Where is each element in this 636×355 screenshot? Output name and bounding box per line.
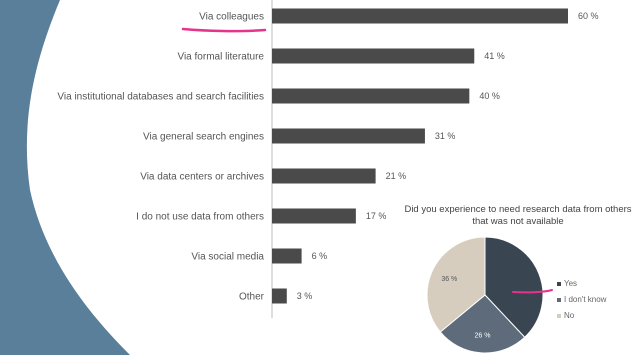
- bar-other: [272, 288, 287, 304]
- bar-value-other: 3 %: [297, 291, 313, 301]
- bar-value-via-social-media: 6 %: [312, 251, 328, 261]
- legend-label-i-don-t-know: I don't know: [564, 295, 607, 304]
- pie-chart: Did you experience to need research data…: [404, 204, 632, 354]
- legend-label-no: No: [564, 311, 575, 320]
- bar-label-via-social-media: Via social media: [191, 252, 264, 263]
- bar-label-other: Other: [239, 292, 265, 303]
- bar-value-i-do-not-use-data-from-others: 17 %: [366, 211, 387, 221]
- bar-value-via-institutional-databases-and-search-facilities: 40 %: [479, 91, 500, 101]
- bar-via-institutional-databases-and-search-facilities: [272, 88, 470, 104]
- pie-slice-no: [426, 236, 486, 333]
- legend-highlight-mark: [512, 289, 553, 294]
- bar-value-via-formal-literature: 41 %: [484, 51, 505, 61]
- bar-label-via-general-search-engines: Via general search engines: [143, 132, 264, 143]
- pie-title-line-1: Did you experience to need research data…: [404, 204, 631, 215]
- pie-value-i-don-t-know: 26 %: [475, 332, 491, 339]
- bar-via-social-media: [272, 248, 302, 264]
- pie-title-line-2: that was not available: [472, 216, 563, 227]
- legend-swatch-no: [557, 314, 561, 318]
- bar-value-via-data-centers-or-archives: 21 %: [386, 171, 407, 181]
- bar-value-via-general-search-engines: 31 %: [435, 131, 456, 141]
- bar-chart: Via colleagues Via formal literature Via i…: [57, 0, 599, 318]
- bar-via-data-centers-or-archives: [272, 168, 376, 184]
- pie-slice-yes: [484, 236, 544, 338]
- bar-via-colleagues: [272, 8, 568, 24]
- bar-label-via-formal-literature: Via formal literature: [177, 52, 264, 63]
- legend-swatch-i-don-t-know: [557, 298, 561, 302]
- legend-swatch-yes: [557, 282, 561, 286]
- bar-label-via-data-centers-or-archives: Via data centers or archives: [140, 172, 264, 183]
- bar-i-do-not-use-data-from-others: [272, 208, 356, 224]
- legend-label-yes: Yes: [564, 279, 577, 288]
- bar-via-formal-literature: [272, 48, 475, 64]
- bar-label-via-institutional-databases-and-search-facilities: Via institutional databases and search f…: [57, 92, 264, 103]
- highlight-underline: [181, 27, 267, 33]
- decorative-side-shape: [0, 0, 130, 355]
- bar-via-general-search-engines: [272, 128, 425, 144]
- bar-value-via-colleagues: 60 %: [578, 11, 599, 21]
- bar-label-i-do-not-use-data-from-others: I do not use data from others: [136, 212, 264, 223]
- pie-value-no: 36 %: [441, 276, 457, 283]
- bar-label-via-colleagues: Via colleagues: [199, 12, 264, 23]
- pie-slice-i-don-t-know: [439, 294, 526, 354]
